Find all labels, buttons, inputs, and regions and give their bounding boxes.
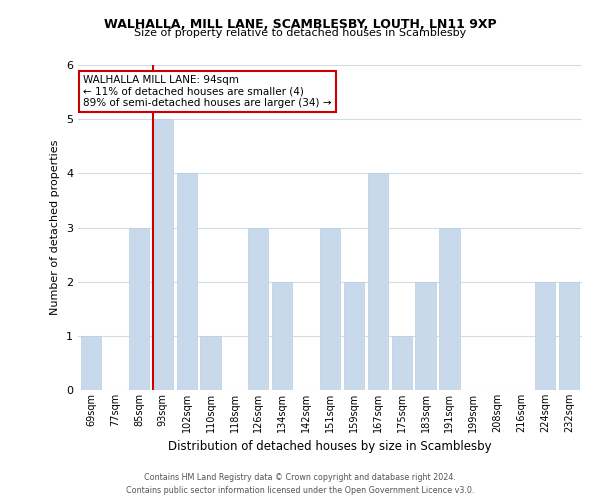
Bar bbox=[81, 336, 101, 390]
Bar bbox=[415, 282, 436, 390]
Y-axis label: Number of detached properties: Number of detached properties bbox=[50, 140, 61, 315]
Bar bbox=[248, 228, 268, 390]
X-axis label: Distribution of detached houses by size in Scamblesby: Distribution of detached houses by size … bbox=[168, 440, 492, 454]
Text: WALHALLA, MILL LANE, SCAMBLESBY, LOUTH, LN11 9XP: WALHALLA, MILL LANE, SCAMBLESBY, LOUTH, … bbox=[104, 18, 496, 30]
Bar bbox=[320, 228, 340, 390]
Bar bbox=[535, 282, 555, 390]
Bar bbox=[200, 336, 221, 390]
Bar bbox=[368, 174, 388, 390]
Text: WALHALLA MILL LANE: 94sqm
← 11% of detached houses are smaller (4)
89% of semi-d: WALHALLA MILL LANE: 94sqm ← 11% of detac… bbox=[83, 74, 332, 108]
Text: Contains HM Land Registry data © Crown copyright and database right 2024.
Contai: Contains HM Land Registry data © Crown c… bbox=[126, 473, 474, 495]
Bar bbox=[439, 228, 460, 390]
Bar bbox=[272, 282, 292, 390]
Bar bbox=[344, 282, 364, 390]
Bar bbox=[129, 228, 149, 390]
Bar bbox=[392, 336, 412, 390]
Bar bbox=[152, 119, 173, 390]
Bar bbox=[176, 174, 197, 390]
Text: Size of property relative to detached houses in Scamblesby: Size of property relative to detached ho… bbox=[134, 28, 466, 38]
Bar bbox=[559, 282, 579, 390]
